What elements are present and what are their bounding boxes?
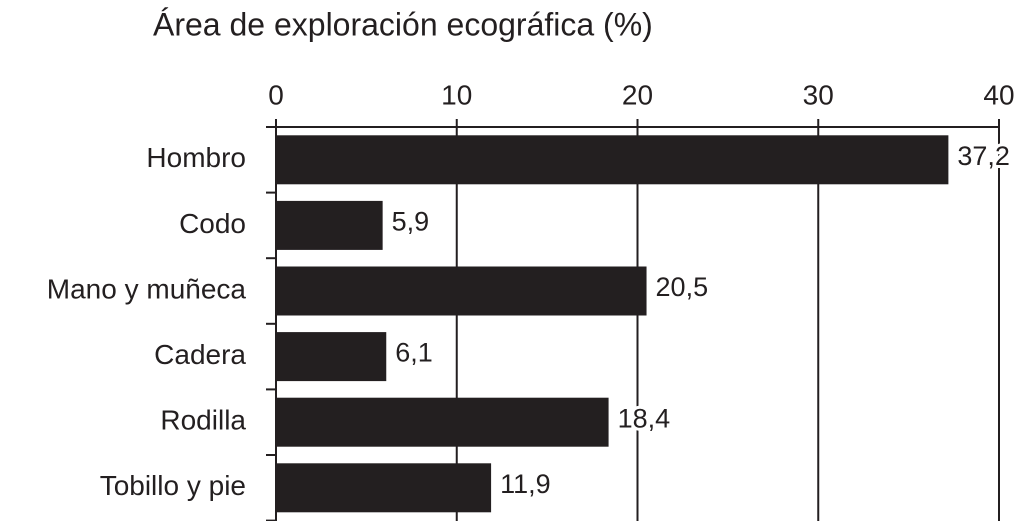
value-label: 6,1 <box>395 338 433 368</box>
value-label: 37,2 <box>957 141 1010 171</box>
value-label: 11,9 <box>500 469 551 499</box>
x-tick-label: 0 <box>268 79 284 110</box>
y-tick-label: Codo <box>179 208 246 239</box>
y-tick-label: Cadera <box>154 339 246 370</box>
x-tick-label: 30 <box>803 79 834 110</box>
x-tick-label: 40 <box>983 79 1014 110</box>
chart-title: Área de exploración ecográfica (%) <box>153 6 653 42</box>
bar <box>276 135 949 185</box>
y-tick-label: Rodilla <box>160 405 246 436</box>
x-tick-label: 10 <box>441 79 472 110</box>
value-label: 5,9 <box>392 207 430 237</box>
y-tick-label: Hombro <box>146 142 246 173</box>
bar <box>276 463 492 513</box>
y-tick-label: Mano y muñeca <box>47 273 247 304</box>
bar <box>276 397 609 447</box>
value-label: 18,4 <box>618 403 671 433</box>
bar <box>276 332 387 382</box>
bar <box>276 200 383 250</box>
value-label: 20,5 <box>656 272 709 302</box>
bar <box>276 266 647 316</box>
x-tick-label: 20 <box>622 79 653 110</box>
y-tick-label: Tobillo y pie <box>100 470 246 501</box>
